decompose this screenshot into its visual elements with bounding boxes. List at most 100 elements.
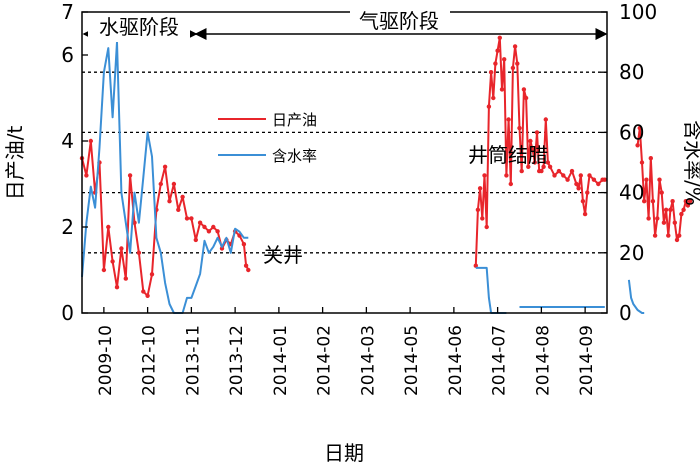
oil-rate-point: [504, 173, 509, 178]
legend-water-label: 含水率: [272, 147, 317, 165]
oil-rate-point: [681, 207, 686, 212]
oil-rate-point: [528, 138, 533, 144]
oil-rate-point: [119, 246, 124, 251]
oil-rate-point: [202, 224, 207, 230]
oil-rate-point: [668, 207, 673, 212]
oil-rate-point: [663, 207, 669, 212]
x-axis-title: 日期: [324, 441, 364, 465]
oil-rate-point: [206, 229, 212, 234]
oil-rate-point: [541, 164, 546, 169]
left-axis-title: 日产油/t: [3, 126, 27, 201]
oil-rate-point: [519, 168, 524, 174]
water-stage-label-bg: [88, 14, 190, 42]
oil-rate-point: [674, 237, 680, 243]
oil-rate-point: [515, 61, 520, 66]
oil-rate-point: [596, 181, 601, 187]
oil-rate-point: [580, 199, 586, 204]
oil-rate-point: [547, 164, 553, 169]
oil-rate-point: [475, 207, 481, 212]
oil-rate-point: [241, 242, 247, 247]
oil-rate-point: [539, 168, 544, 174]
oil-rate-point: [219, 246, 225, 251]
oil-rate-point: [176, 207, 181, 212]
oil-rate-point: [652, 233, 658, 238]
oil-rate-point: [477, 186, 483, 191]
oil-rate-point: [642, 199, 647, 204]
oil-rate-point: [530, 147, 535, 152]
oil-rate-point: [585, 190, 590, 195]
oil-rate-point: [576, 186, 581, 191]
x-tick-label: 2014-08: [533, 325, 553, 396]
oil-rate-point: [491, 95, 496, 101]
oil-rate-point: [495, 48, 500, 53]
oil-rate-point: [480, 216, 485, 221]
oil-rate-point: [578, 173, 583, 178]
oil-rate-point: [114, 285, 120, 290]
x-tick-label: 2014-07: [490, 325, 510, 396]
oil-rate-point: [659, 190, 664, 195]
oil-rate-point: [657, 177, 662, 182]
oil-rate-point: [556, 168, 562, 174]
oil-rate-point: [132, 220, 137, 225]
oil-rate-point: [499, 87, 505, 92]
gas-stage-label-bg: [350, 8, 450, 32]
oil-rate-point: [650, 199, 656, 204]
oil-rate-point: [493, 61, 498, 66]
oil-rate-point: [243, 263, 249, 268]
x-tick-label: 2013-12: [227, 325, 247, 396]
x-tick-label: 2009-10: [96, 325, 116, 396]
oil-rate-point: [635, 143, 640, 148]
oil-rate-point: [171, 181, 177, 187]
oil-rate-point: [534, 130, 540, 135]
oil-rate-point: [512, 44, 518, 49]
oil-rate-point: [644, 177, 649, 182]
left-tick-label: 7: [61, 0, 74, 24]
oil-rate-point: [488, 70, 494, 75]
right-tick-label: 80: [619, 60, 644, 84]
oil-rate-point: [482, 173, 487, 178]
oil-rate-point: [197, 220, 203, 225]
legend-item-oil: 日产油: [218, 111, 317, 129]
oil-rate-point: [543, 117, 548, 122]
x-tick-label: 2014-05: [402, 325, 422, 396]
oil-rate-point: [521, 87, 527, 92]
x-tick-label: 2014-06: [446, 325, 466, 396]
oil-rate-point: [574, 181, 579, 187]
water-cut-line-segment: [627, 279, 645, 314]
x-tick-label: 2014-09: [577, 325, 597, 396]
right-axis-title: 含水率/%: [681, 120, 700, 206]
left-tick-label: 0: [61, 301, 74, 325]
oil-rate-point: [532, 160, 537, 165]
oil-rate-point: [587, 173, 592, 178]
oil-rate-point: [679, 211, 684, 217]
oil-rate-point: [670, 199, 675, 204]
oil-rate-point: [672, 220, 677, 225]
oil-rate-point: [189, 216, 194, 221]
oil-rate-point: [167, 199, 172, 204]
oil-rate-point: [484, 224, 489, 230]
oil-rate-point: [110, 259, 115, 264]
oil-rate-point: [685, 203, 691, 208]
left-tick-label: 6: [61, 43, 74, 67]
legend: 日产油 含水率: [218, 111, 317, 165]
oil-rate-point: [602, 177, 607, 182]
oil-rate-point: [127, 173, 133, 178]
oil-rate-point: [141, 289, 146, 294]
oil-rate-point: [211, 224, 216, 230]
oil-rate-point: [655, 216, 660, 221]
oil-rate-point: [215, 229, 220, 234]
water-stage-label: 水驱阶段: [99, 15, 179, 39]
oil-rate-point: [545, 160, 551, 165]
oil-rate-point: [661, 220, 667, 225]
oil-rate-point: [84, 173, 89, 178]
right-tick-label: 20: [619, 241, 644, 265]
oil-rate-point: [639, 160, 645, 165]
oil-rate-point: [184, 216, 190, 221]
legend-item-water-cut: 含水率: [218, 147, 317, 165]
x-tick-label: 2014-02: [315, 325, 335, 396]
oil-rate-point: [145, 293, 150, 298]
x-tick-label: 2014-01: [271, 325, 291, 396]
oil-rate-point: [101, 267, 107, 273]
